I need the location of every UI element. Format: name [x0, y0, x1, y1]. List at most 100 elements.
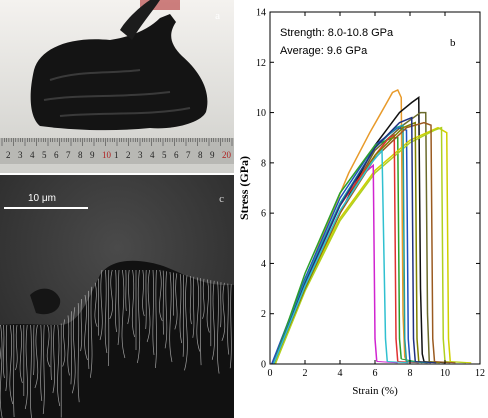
fiber — [184, 275, 188, 371]
x-tick-label: 10 — [440, 368, 450, 379]
fiber — [109, 269, 113, 320]
ruler-number: 7 — [66, 150, 71, 160]
panel-label-b: b — [450, 37, 456, 49]
y-tick-label: 4 — [261, 259, 266, 270]
fiber — [189, 276, 192, 325]
sem-image — [0, 175, 234, 418]
y-axis-label: Stress (GPa) — [237, 156, 251, 220]
y-tick-label: 8 — [261, 158, 266, 169]
fiber — [9, 324, 14, 405]
fiber — [179, 274, 183, 344]
fiber — [146, 269, 151, 343]
fiber — [104, 269, 108, 354]
panel-label-c: c — [219, 193, 224, 205]
series-line-5 — [272, 136, 402, 365]
fiber — [19, 324, 23, 384]
background-object — [140, 0, 180, 10]
fiber — [229, 284, 232, 369]
fiber-edge-region — [0, 260, 234, 418]
fiber — [67, 315, 70, 376]
fiber — [202, 278, 205, 319]
fiber — [99, 269, 103, 341]
chart-panel: 0 2 4 6 8 10 12 0 2 4 6 8 10 12 14 Strain (%) Stress … — [234, 0, 488, 418]
fiber — [70, 311, 72, 385]
fiber — [227, 283, 230, 355]
fiber — [221, 282, 226, 342]
series-tail-8 — [376, 360, 398, 364]
y-tick-label: 6 — [261, 209, 266, 220]
fiber — [159, 269, 163, 322]
x-tick-label: 4 — [338, 368, 343, 379]
series-line-7 — [274, 126, 446, 365]
fiber — [0, 324, 3, 418]
series-line-14 — [272, 148, 388, 365]
fiber — [87, 290, 90, 369]
x-tick-label: 6 — [373, 368, 378, 379]
fiber — [117, 269, 120, 346]
fiber — [137, 269, 141, 364]
scale-bar — [4, 207, 88, 209]
fiber — [84, 294, 88, 361]
y-axis-ticks: 0 2 4 6 8 10 12 14 — [256, 8, 480, 371]
fiber-strands — [0, 269, 232, 418]
fiber — [42, 324, 45, 415]
fiber — [200, 278, 202, 366]
x-axis-ticks: 0 2 4 6 8 10 12 — [268, 12, 485, 379]
ruler-number: 8 — [78, 150, 83, 160]
fiber — [220, 282, 222, 328]
fiber — [107, 269, 110, 367]
y-tick-label: 12 — [256, 58, 266, 69]
ruler-number: 7 — [186, 150, 191, 160]
fiber — [217, 281, 220, 374]
stress-strain-chart: 0 2 4 6 8 10 12 0 2 4 6 8 10 12 14 Strain (%) Stress … — [237, 8, 485, 398]
photo-panel: 2 3 4 5 6 7 8 9 10 1 2 3 4 5 6 7 8 9 20 a — [0, 0, 234, 173]
fiber — [46, 324, 51, 368]
fiber — [192, 276, 195, 338]
fiber — [182, 274, 185, 357]
series-line-8 — [272, 163, 378, 365]
ruler-number: 9 — [210, 150, 215, 160]
sem-panel: 10 μm c — [0, 175, 234, 418]
series-line-13 — [272, 116, 416, 365]
panel-label-a: a — [215, 10, 220, 22]
x-tick-label: 12 — [475, 368, 485, 379]
ruler-number: 4 — [30, 150, 35, 160]
fiber — [30, 324, 32, 418]
fiber — [94, 282, 98, 327]
series-tail-9 — [397, 360, 419, 364]
film-strip — [120, 0, 160, 40]
ruler-number: 2 — [126, 150, 131, 160]
fiber — [131, 269, 135, 338]
ruler-number: 3 — [18, 150, 23, 160]
series-line-4 — [271, 126, 411, 365]
fiber — [164, 271, 168, 349]
x-tick-label: 0 — [268, 368, 273, 379]
fiber — [57, 324, 61, 407]
fiber — [77, 303, 80, 403]
ruler-number: 10 — [102, 150, 112, 160]
fiber — [50, 324, 52, 381]
fiber — [211, 280, 215, 360]
fiber — [115, 269, 117, 333]
dark-spot — [30, 288, 61, 315]
fiber — [5, 324, 8, 392]
fiber — [127, 269, 130, 325]
ruler-number: 4 — [150, 150, 155, 160]
fiber — [155, 269, 157, 369]
y-tick-label: 0 — [261, 360, 266, 371]
average-annotation: Average: 9.6 GPa — [280, 45, 368, 57]
series-line-12 — [272, 121, 436, 365]
fiber — [162, 270, 165, 335]
y-tick-label: 10 — [256, 108, 266, 119]
strength-annotation: Strength: 8.0-10.8 GPa — [280, 27, 394, 39]
fiber — [125, 269, 127, 312]
fiber — [13, 324, 15, 418]
series-tail-13 — [415, 360, 437, 364]
y-tick-label: 2 — [261, 309, 266, 320]
fiber — [52, 324, 55, 394]
fiber — [89, 286, 93, 378]
fiber — [142, 269, 145, 317]
fiber — [145, 269, 147, 330]
film-folds — [43, 69, 191, 117]
fiber — [152, 269, 155, 356]
